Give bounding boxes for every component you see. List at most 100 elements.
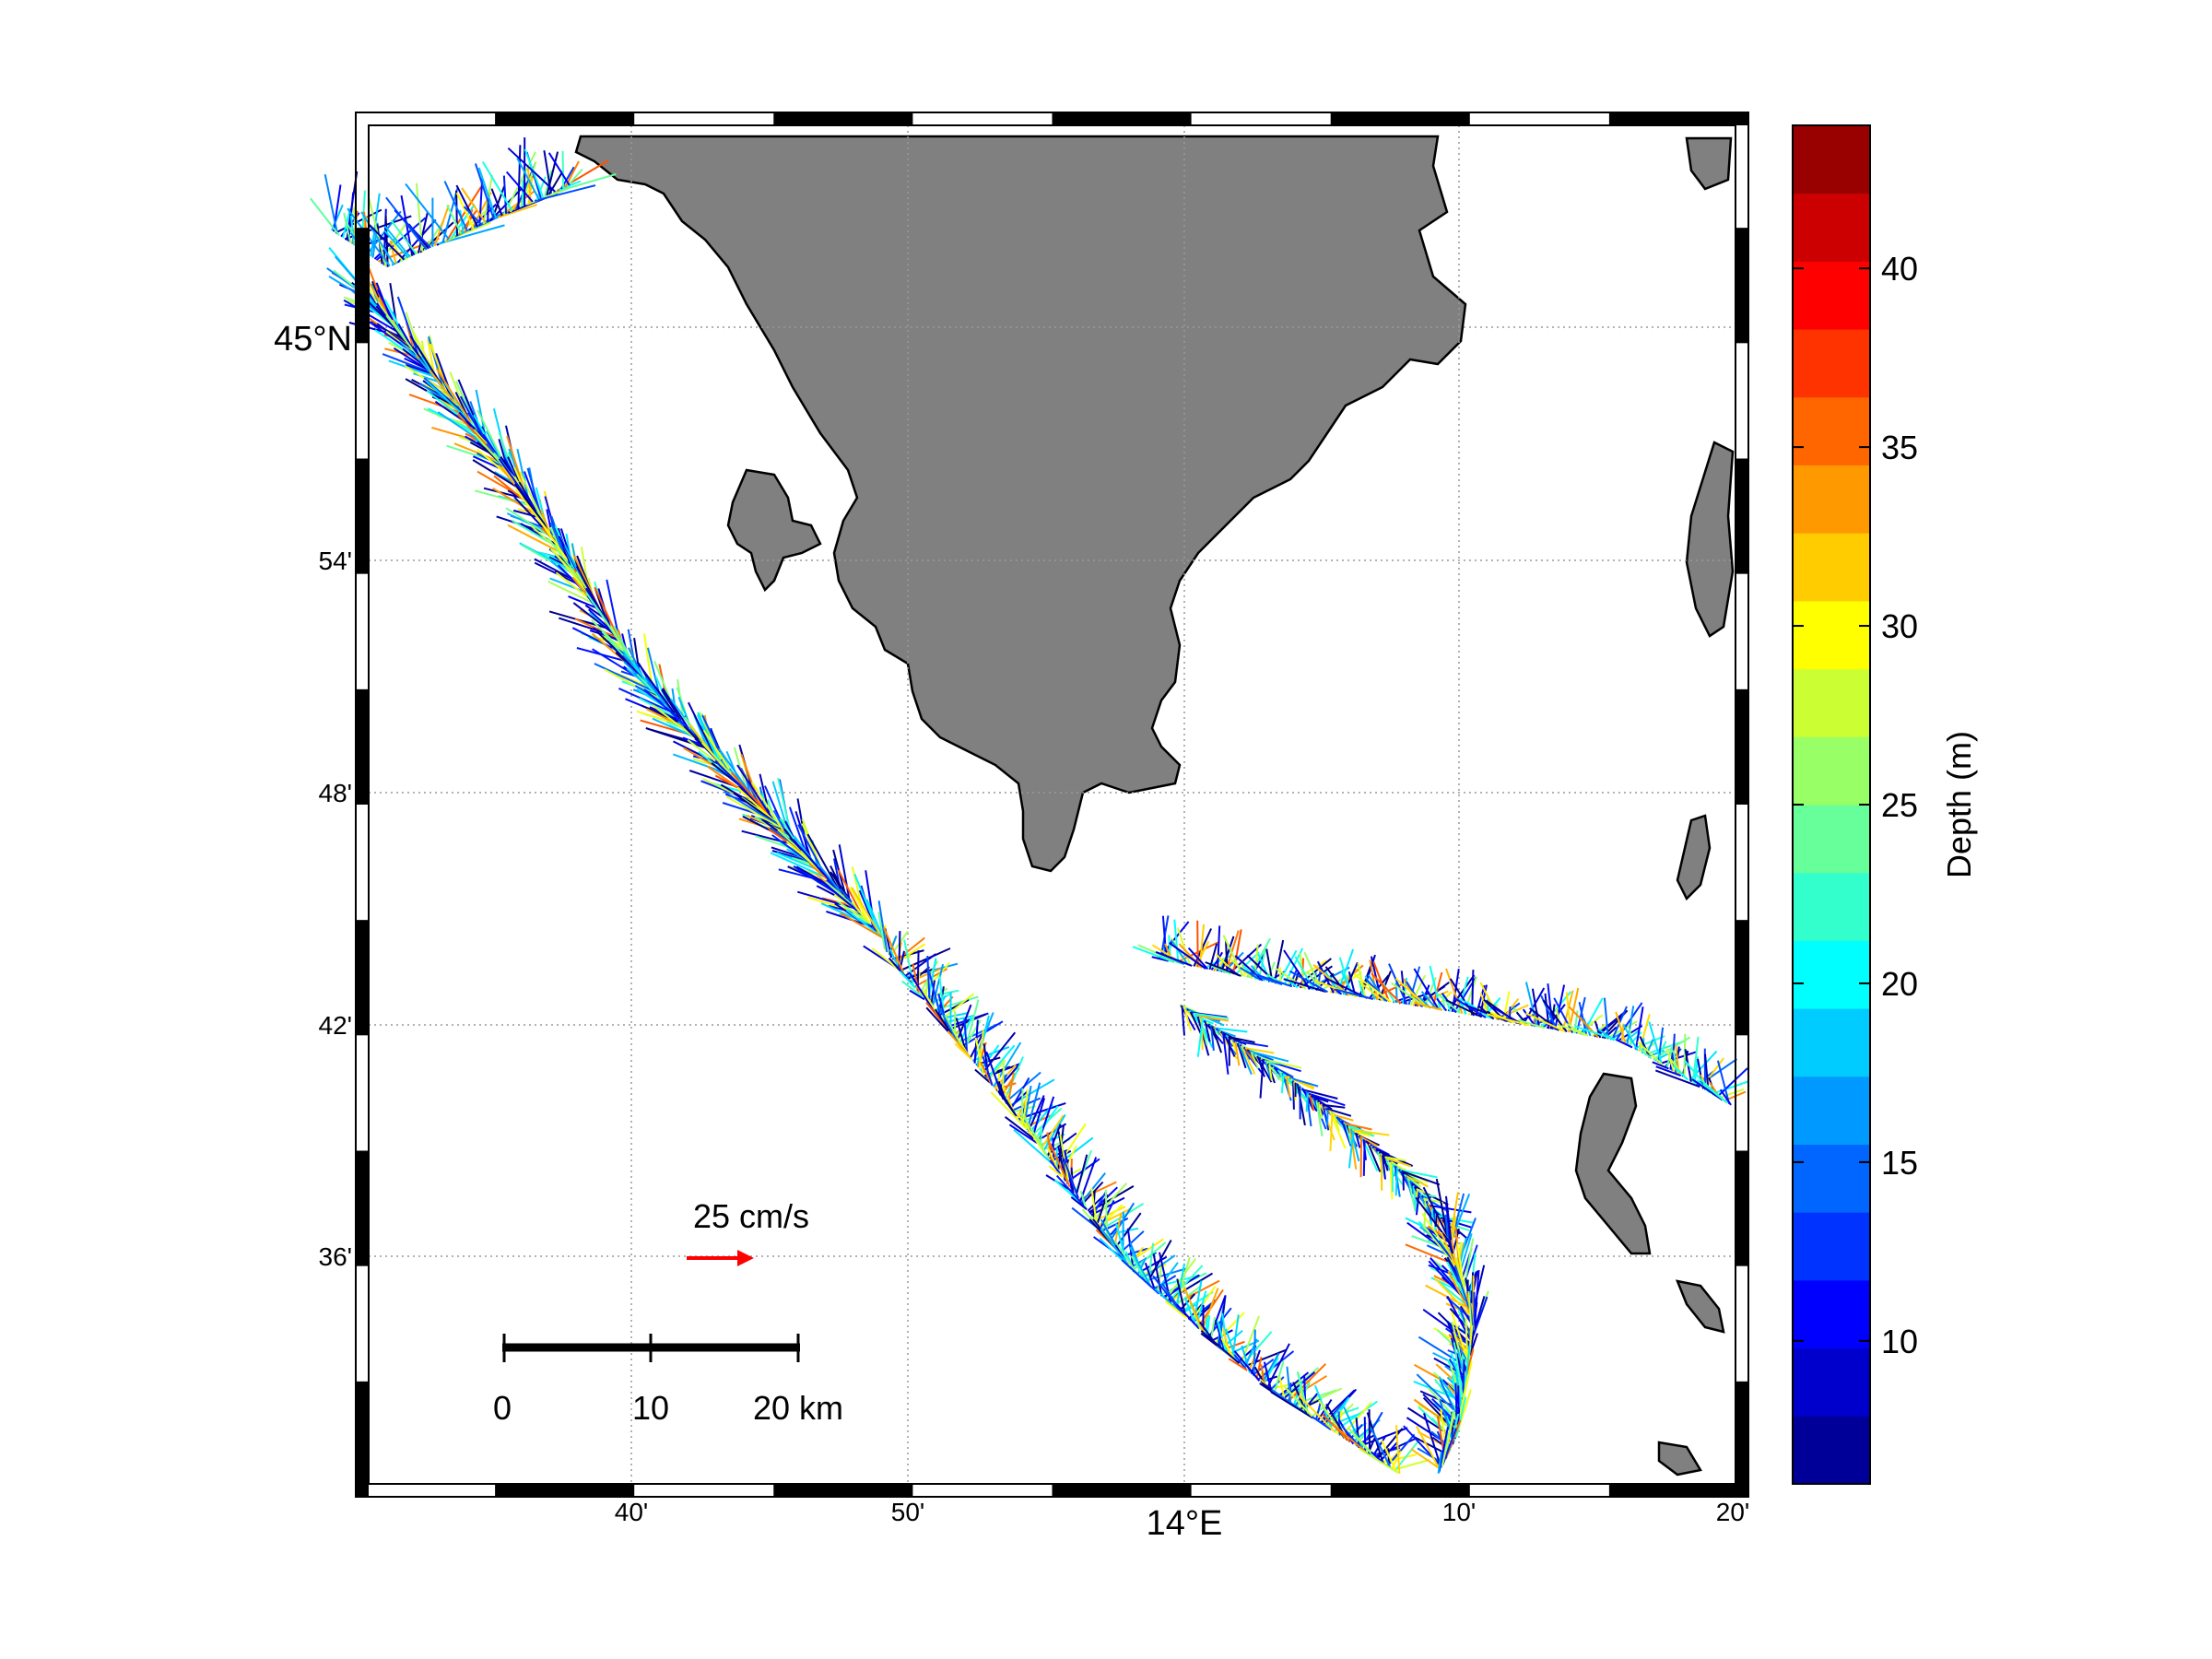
current-vector [1623, 1030, 1641, 1043]
current-vector [714, 759, 753, 798]
current-vector [909, 972, 935, 1013]
current-vector [677, 718, 701, 742]
current-vector [882, 926, 905, 973]
current-vector [544, 170, 553, 197]
current-vector [1353, 972, 1392, 1003]
current-vector [1697, 1058, 1705, 1089]
current-vector [1042, 1113, 1066, 1152]
current-vector [1055, 1174, 1086, 1207]
current-vector [1257, 1350, 1295, 1381]
current-vector [1315, 1100, 1324, 1136]
distance-label-0: 0 [493, 1389, 512, 1427]
current-vector [1232, 929, 1242, 975]
current-vector [1234, 955, 1264, 982]
current-vector [985, 1044, 1016, 1079]
current-vector [736, 764, 774, 821]
current-vector [1033, 1105, 1059, 1141]
current-vector [1175, 1263, 1185, 1310]
current-vector [1524, 1012, 1566, 1033]
current-vector [360, 211, 395, 265]
current-vector [1278, 1376, 1286, 1401]
current-vector [736, 786, 775, 822]
current-vector [1472, 1296, 1488, 1336]
current-vector [1445, 999, 1483, 1018]
current-vector [840, 912, 884, 939]
current-vector [1354, 1131, 1371, 1137]
current-vector [1634, 1006, 1644, 1050]
current-vector [1240, 1045, 1256, 1076]
colorbar-band [1793, 600, 1870, 670]
current-vector [1152, 1253, 1163, 1297]
current-vector [433, 205, 450, 247]
current-vector [525, 187, 569, 206]
current-vector [1220, 935, 1235, 972]
current-vector [1381, 1440, 1398, 1473]
current-vector [1250, 971, 1293, 988]
current-vector [490, 188, 503, 217]
distance-label-20km: 20 km [753, 1389, 843, 1427]
frame-segment [1608, 112, 1748, 125]
frame-segment [1735, 1150, 1748, 1266]
current-vector [1259, 1060, 1265, 1099]
current-vector [926, 956, 931, 1006]
current-vector [521, 180, 524, 206]
current-vector [1275, 967, 1307, 990]
current-vector [1433, 1403, 1461, 1419]
current-vector [1094, 1206, 1126, 1222]
colorbar-band [1793, 465, 1870, 534]
current-vector [604, 668, 663, 700]
current-vector [1285, 1075, 1291, 1098]
current-vector [1371, 1428, 1392, 1469]
current-vector [1296, 1084, 1306, 1126]
current-vector [594, 663, 654, 692]
current-vector [954, 1042, 972, 1060]
current-vector [1079, 1190, 1087, 1208]
current-vector [461, 187, 487, 224]
current-vector [1242, 1348, 1287, 1369]
current-vector [343, 212, 352, 243]
current-vector [1603, 997, 1609, 1040]
current-vector [310, 197, 340, 237]
current-vector [1147, 1242, 1155, 1285]
current-vector [1228, 1036, 1255, 1043]
current-vector [1164, 1300, 1188, 1319]
current-vector [477, 167, 498, 219]
current-vector [639, 697, 680, 721]
current-vector [1431, 1397, 1460, 1426]
current-vector [1272, 1065, 1280, 1081]
current-vector [1450, 1353, 1465, 1392]
current-vector [393, 347, 430, 372]
current-vector [1151, 956, 1170, 962]
colorbar-band [1793, 1008, 1870, 1077]
current-vector [955, 1018, 968, 1053]
current-vector [1719, 1088, 1732, 1106]
current-vector [1027, 1095, 1045, 1133]
current-vector [1407, 1180, 1417, 1212]
current-vector [1198, 1321, 1215, 1342]
current-vector [1415, 1196, 1450, 1242]
current-vector [1369, 959, 1379, 1000]
current-vector [1639, 1036, 1651, 1058]
current-vector [1239, 967, 1262, 982]
current-vector [405, 364, 432, 375]
current-vector [1266, 1343, 1290, 1389]
colorbar-band [1793, 1347, 1870, 1417]
current-vector [851, 900, 869, 923]
current-vector [459, 209, 465, 233]
current-vector [982, 1056, 994, 1087]
current-vector [1196, 1015, 1229, 1022]
current-vector [1430, 1205, 1472, 1214]
current-vector [865, 899, 885, 940]
current-vector [963, 999, 980, 1052]
current-vector [1233, 1040, 1268, 1048]
current-vector [1204, 1021, 1211, 1042]
current-vector [1063, 1158, 1079, 1199]
current-vector [1020, 1088, 1024, 1124]
current-vector [1446, 1295, 1473, 1344]
current-vector [1312, 1097, 1327, 1130]
current-vector [1703, 1082, 1729, 1104]
frame-segment [495, 112, 635, 125]
frame-segment [356, 1381, 369, 1497]
frame-segment [495, 1484, 635, 1497]
current-vector [1268, 1064, 1273, 1081]
